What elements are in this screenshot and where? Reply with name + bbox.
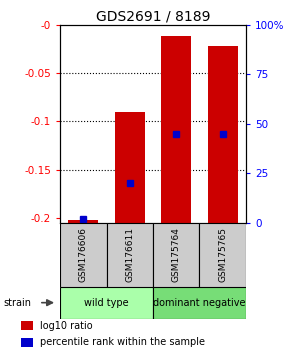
Bar xyxy=(20,321,33,330)
Text: GSM176606: GSM176606 xyxy=(79,227,88,282)
Bar xyxy=(68,220,98,223)
Title: GDS2691 / 8189: GDS2691 / 8189 xyxy=(96,10,210,24)
Bar xyxy=(106,223,153,287)
Text: GSM175765: GSM175765 xyxy=(218,227,227,282)
Text: GSM175764: GSM175764 xyxy=(172,227,181,282)
Bar xyxy=(208,46,238,223)
Text: log10 ratio: log10 ratio xyxy=(40,321,92,331)
Text: dominant negative: dominant negative xyxy=(153,298,246,308)
Bar xyxy=(161,36,191,223)
Bar xyxy=(153,287,246,319)
Bar xyxy=(153,223,200,287)
Bar xyxy=(60,287,153,319)
Text: strain: strain xyxy=(3,298,31,308)
Bar xyxy=(200,223,246,287)
Text: percentile rank within the sample: percentile rank within the sample xyxy=(40,337,205,347)
Text: wild type: wild type xyxy=(84,298,129,308)
Bar xyxy=(20,338,33,347)
Bar xyxy=(60,223,106,287)
Text: GSM176611: GSM176611 xyxy=(125,227,134,282)
Bar xyxy=(115,112,145,223)
